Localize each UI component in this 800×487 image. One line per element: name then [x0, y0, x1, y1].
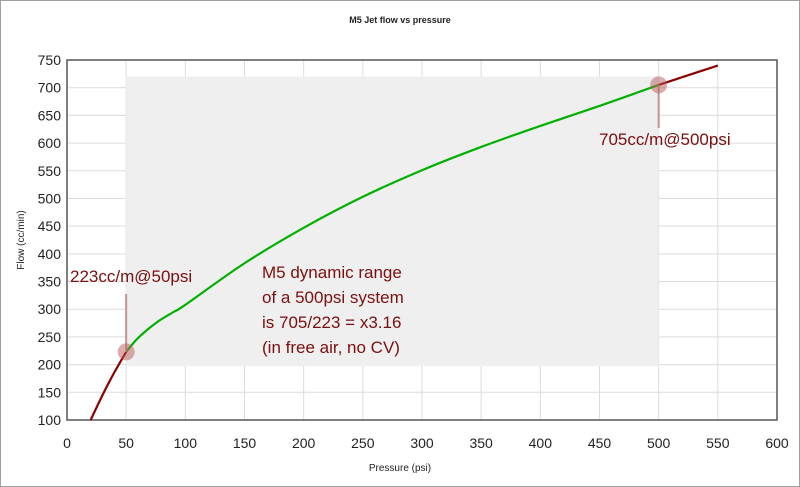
plot-border: [66, 59, 778, 421]
marker-label-low: 223cc/m@50psi: [70, 267, 192, 286]
x-tick-label: 250: [351, 435, 375, 451]
x-tick-label: 300: [410, 435, 434, 451]
y-tick-label: 550: [38, 163, 62, 179]
x-tick-label: 100: [174, 435, 198, 451]
x-axis-label: Pressure (psi): [369, 463, 431, 474]
dynamic-range-shading: [126, 76, 659, 367]
x-tick-label: 0: [63, 435, 71, 451]
y-tick-label: 400: [38, 246, 62, 262]
y-tick-label: 600: [38, 135, 62, 151]
y-tick-label: 300: [38, 301, 62, 317]
y-tick-label: 700: [38, 80, 62, 96]
series-line-dynamic-range: [125, 83, 660, 353]
x-tick-label: 50: [118, 435, 134, 451]
y-axis-label: Flow (cc/min): [16, 210, 27, 269]
y-tick-label: 350: [38, 274, 62, 290]
y-tick-label: 450: [38, 218, 62, 234]
marker-label-high: 705cc/m@500psi: [599, 130, 731, 149]
annotation-line-1: M5 dynamic range: [262, 263, 402, 282]
y-tick-label: 650: [38, 107, 62, 123]
y-tick-label: 750: [38, 52, 62, 68]
annotation-line-4: (in free air, no CV): [262, 338, 400, 357]
y-tick-label: 150: [38, 384, 62, 400]
y-tick-label: 200: [38, 357, 62, 373]
x-tick-label: 350: [469, 435, 493, 451]
x-tick-label: 450: [588, 435, 612, 451]
annotation-line-3: is 705/223 = x3.16: [262, 313, 401, 332]
data-marker-1: [650, 76, 668, 94]
series-line-above-range: [658, 64, 719, 86]
x-tick-label: 600: [765, 435, 789, 451]
annotation-line-2: of a 500psi system: [262, 288, 404, 307]
x-tick-label: 500: [647, 435, 671, 451]
y-tick-label: 100: [38, 412, 62, 428]
x-tick-label: 550: [706, 435, 730, 451]
y-tick-label: 500: [38, 190, 62, 206]
x-tick-label: 200: [292, 435, 316, 451]
series-line-below-range: [89, 351, 128, 421]
y-tick-label: 250: [38, 329, 62, 345]
x-tick-label: 150: [233, 435, 257, 451]
x-tick-label: 400: [529, 435, 553, 451]
chart-title: M5 Jet flow vs pressure: [349, 15, 451, 25]
data-marker-0: [117, 343, 135, 361]
